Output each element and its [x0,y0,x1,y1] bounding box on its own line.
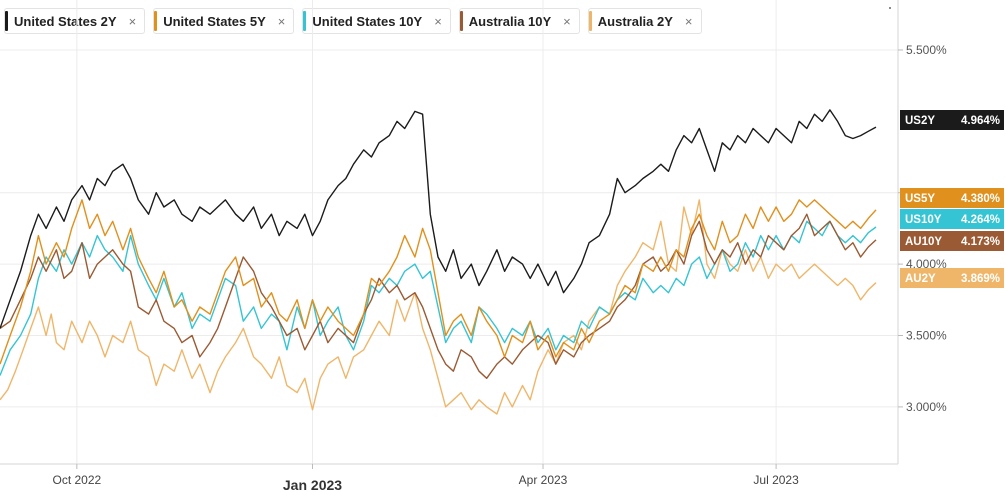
x-tick-label: Oct 2022 [52,473,101,487]
tag-value: 4.380% [961,193,1000,205]
series-lines [0,109,877,415]
legend-label: Australia 10Y [468,13,552,29]
last-value-tag-au10y: AU10Y 4.173% [900,231,1004,251]
legend-chip[interactable]: United States 2Y × [4,8,146,34]
legend-color-bar [588,11,592,31]
tag-name: US10Y [905,214,942,226]
last-value-tag-us2y: US2Y 4.964% [900,110,1004,130]
legend-label: United States 5Y [163,13,266,29]
legend-chip[interactable]: United States 10Y × [302,8,451,34]
x-tick-label: Jul 2023 [753,473,799,487]
y-tick-label: 5.500% [906,43,947,57]
tag-background [900,231,1004,251]
legend-color-bar [5,11,8,31]
close-icon[interactable]: × [277,13,286,29]
tag-background [900,209,1004,229]
tag-name: US2Y [905,115,935,127]
last-value-tags: US2Y 4.964% US5Y 4.380% US10Y 4.264% AU10Y 4.17… [900,110,1004,288]
tag-value: 4.264% [961,214,1000,226]
close-icon[interactable]: × [434,13,442,29]
last-value-tag-us5y: US5Y 4.380% [900,188,1004,208]
close-icon[interactable]: × [128,13,137,29]
last-value-tag-us10y: US10Y 4.264% [900,209,1004,229]
grid [0,0,899,465]
tag-value: 4.964% [961,115,1000,127]
y-tick-label: 3.000% [906,400,947,414]
series-line-us2y [0,109,877,329]
series-line-us5y [0,199,877,365]
last-value-tag-au2y: AU2Y 3.869% [900,268,1004,288]
tag-name: AU10Y [905,236,942,248]
tag-value: 3.869% [961,273,1000,285]
tag-name: US5Y [905,193,935,205]
tag-value: 4.173% [961,236,1000,248]
tag-background [900,110,1004,130]
series-line-au10y [0,213,877,379]
x-tick-label: Jan 2023 [283,477,342,492]
dot-marker [889,7,891,9]
y-tick-label: 3.500% [906,329,947,343]
legend-label: Australia 2Y [597,13,673,29]
legend-color-bar [459,11,463,31]
legend-chip[interactable]: Australia 10Y × [458,8,580,34]
legend: United States 2Y × United States 5Y × United… [4,8,702,34]
series-line-au2y [0,199,877,415]
x-tick-label: Apr 2023 [519,473,568,487]
legend-chip[interactable]: Australia 2Y × [587,8,702,34]
legend-label: United States 2Y [14,13,117,29]
x-axis: Oct 2022 Jan 2023 Apr 2023 Jul 2023 [52,464,799,492]
legend-label: United States 10Y [312,13,423,29]
close-icon[interactable]: × [563,13,571,29]
tag-name: AU2Y [905,273,936,285]
legend-color-bar [303,11,307,31]
close-icon[interactable]: × [684,13,693,29]
tag-background [900,268,1004,288]
legend-color-bar [154,11,158,31]
series-line-us10y [0,220,877,376]
tag-background [900,188,1004,208]
y-tick-label: 4.000% [906,257,947,271]
legend-chip[interactable]: United States 5Y × [153,8,295,34]
